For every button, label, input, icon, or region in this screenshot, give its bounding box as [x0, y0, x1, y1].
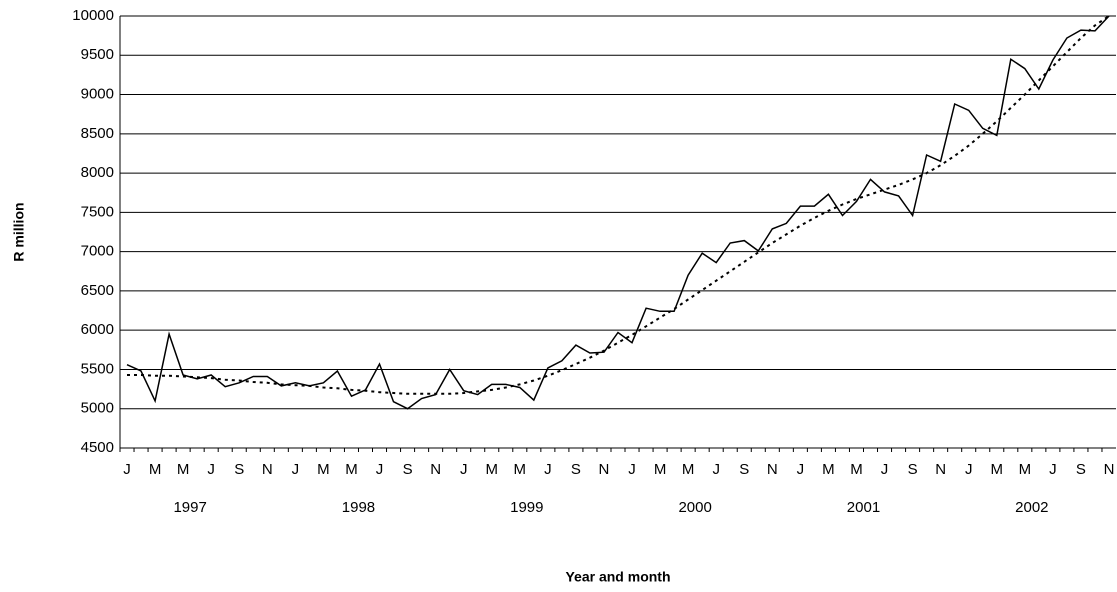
y-tick-label: 5000 — [81, 400, 114, 417]
x-tick-label: J — [797, 461, 805, 478]
x-tick-label: S — [1076, 461, 1086, 478]
x-axis-title: Year and month — [565, 569, 670, 585]
year-label: 1997 — [173, 499, 206, 516]
x-tick-label: M — [850, 461, 863, 478]
x-tick-label: M — [682, 461, 695, 478]
y-tick-label: 7000 — [81, 243, 114, 260]
y-tick-label: 6500 — [81, 282, 114, 299]
x-tick-label: S — [739, 461, 749, 478]
x-tick-label: M — [822, 461, 835, 478]
y-tick-label: 9000 — [81, 86, 114, 103]
x-tick-label: J — [628, 461, 636, 478]
x-tick-label: M — [345, 461, 358, 478]
x-tick-label: J — [123, 461, 131, 478]
x-tick-label: J — [207, 461, 215, 478]
x-tick-label: S — [403, 461, 413, 478]
x-tick-label: J — [881, 461, 889, 478]
x-tick-label: N — [1104, 461, 1115, 478]
y-tick-label: 9500 — [81, 46, 114, 63]
x-tick-label: M — [317, 461, 330, 478]
y-tick-label: 8000 — [81, 164, 114, 181]
x-tick-label: J — [965, 461, 973, 478]
y-tick-label: 10000 — [72, 7, 114, 24]
x-tick-label: M — [485, 461, 498, 478]
x-tick-label: N — [262, 461, 273, 478]
x-tick-label: J — [376, 461, 384, 478]
x-tick-label: J — [712, 461, 720, 478]
x-tick-label: M — [514, 461, 527, 478]
x-tick-label: M — [991, 461, 1004, 478]
x-tick-label: M — [149, 461, 162, 478]
x-tick-label: J — [292, 461, 300, 478]
x-tick-label: M — [1019, 461, 1032, 478]
x-tick-label: M — [177, 461, 190, 478]
year-label: 1998 — [342, 499, 375, 516]
year-label: 2000 — [678, 499, 711, 516]
x-tick-label: J — [1049, 461, 1057, 478]
x-tick-label: J — [460, 461, 468, 478]
y-tick-label: 8500 — [81, 125, 114, 142]
y-tick-label: 4500 — [81, 439, 114, 456]
x-tick-label: J — [544, 461, 552, 478]
y-tick-label: 7500 — [81, 203, 114, 220]
x-tick-label: S — [234, 461, 244, 478]
trend-line — [127, 15, 1110, 395]
year-label: 2002 — [1015, 499, 1048, 516]
x-tick-label: N — [935, 461, 946, 478]
x-tick-label: S — [571, 461, 581, 478]
y-axis-title: R million — [11, 202, 27, 261]
x-tick-label: N — [599, 461, 610, 478]
data-line — [126, 15, 1110, 410]
x-tick-label: M — [654, 461, 667, 478]
year-label: 1999 — [510, 499, 543, 516]
y-tick-label: 5500 — [81, 360, 114, 377]
x-tick-label: N — [767, 461, 778, 478]
x-tick-label: S — [908, 461, 918, 478]
y-tick-label: 6000 — [81, 321, 114, 338]
x-tick-label: N — [430, 461, 441, 478]
year-label: 2001 — [847, 499, 880, 516]
